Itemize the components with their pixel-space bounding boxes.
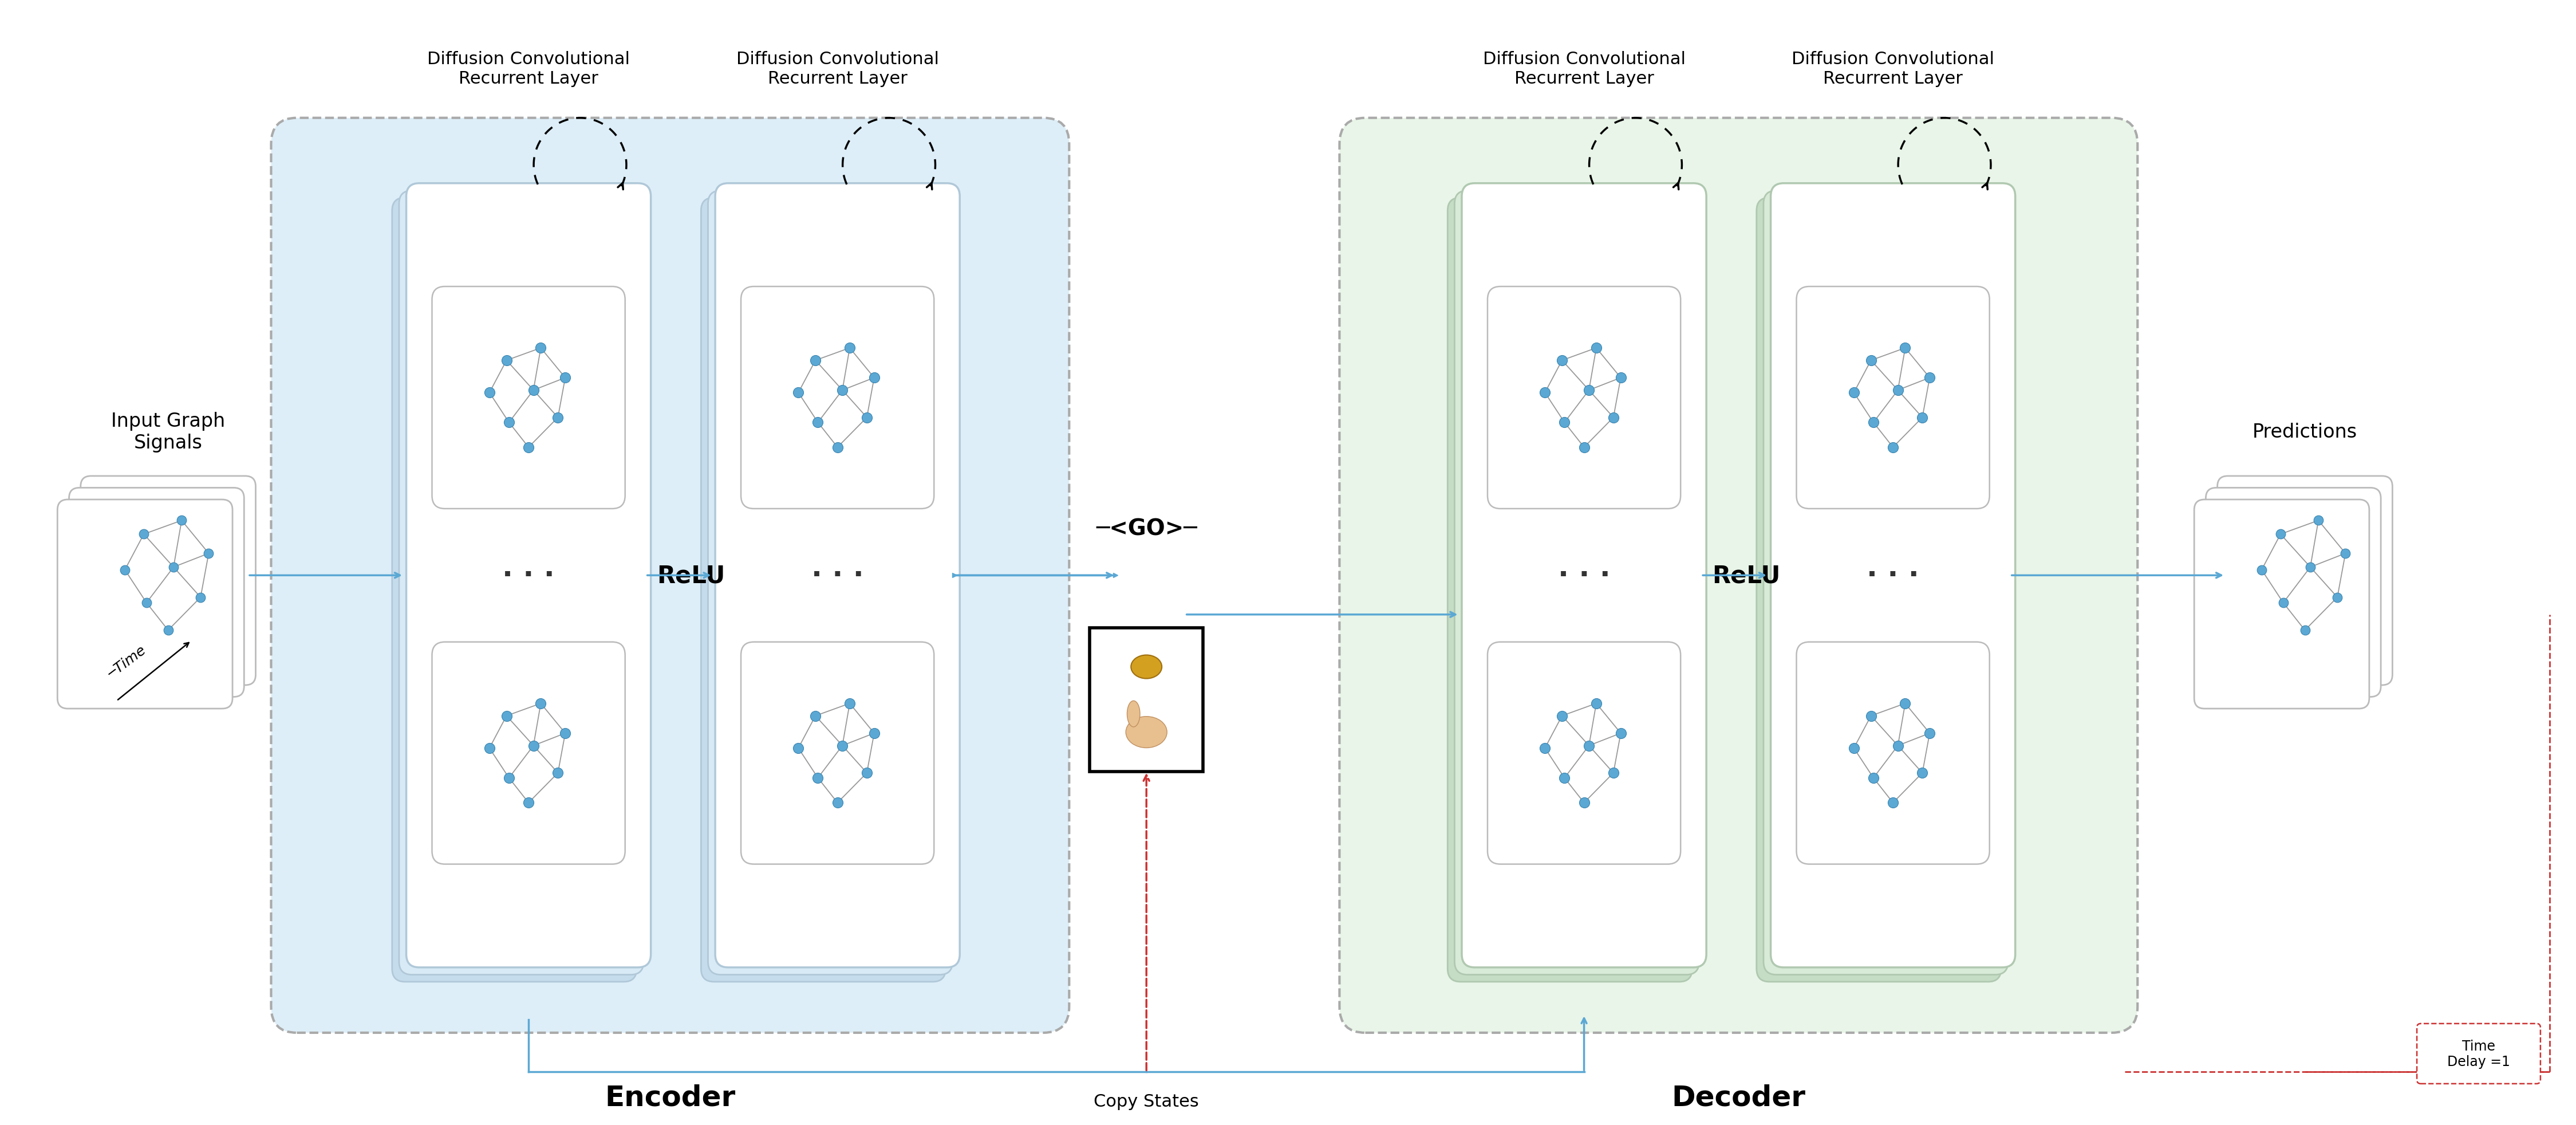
- FancyBboxPatch shape: [2416, 1024, 2540, 1083]
- Ellipse shape: [1128, 701, 1141, 727]
- FancyBboxPatch shape: [1795, 642, 1989, 864]
- FancyBboxPatch shape: [433, 642, 626, 864]
- Text: ReLU: ReLU: [657, 564, 724, 587]
- Ellipse shape: [1126, 717, 1167, 748]
- FancyBboxPatch shape: [1461, 183, 1705, 967]
- Ellipse shape: [1131, 655, 1162, 678]
- FancyBboxPatch shape: [1455, 191, 1700, 974]
- Text: Diffusion Convolutional
Recurrent Layer: Diffusion Convolutional Recurrent Layer: [1484, 51, 1685, 87]
- Text: Input Graph
Signals: Input Graph Signals: [111, 412, 224, 452]
- Text: Copy States: Copy States: [1095, 1092, 1198, 1109]
- FancyBboxPatch shape: [1486, 287, 1680, 508]
- Text: Diffusion Convolutional
Recurrent Layer: Diffusion Convolutional Recurrent Layer: [1793, 51, 1994, 87]
- FancyBboxPatch shape: [1090, 628, 1203, 772]
- FancyBboxPatch shape: [742, 642, 935, 864]
- Text: · · ·: · · ·: [502, 561, 554, 589]
- FancyBboxPatch shape: [1486, 642, 1680, 864]
- Text: · · ·: · · ·: [811, 561, 863, 589]
- Text: · · ·: · · ·: [1868, 561, 1919, 589]
- FancyBboxPatch shape: [70, 488, 245, 697]
- Text: Encoder: Encoder: [605, 1083, 737, 1112]
- FancyBboxPatch shape: [2195, 499, 2370, 709]
- FancyBboxPatch shape: [407, 183, 652, 967]
- Text: ─<GO>─: ─<GO>─: [1095, 518, 1198, 539]
- Text: ReLU: ReLU: [1713, 564, 1780, 587]
- Text: Predictions: Predictions: [2251, 422, 2357, 441]
- FancyBboxPatch shape: [1795, 287, 1989, 508]
- FancyBboxPatch shape: [1757, 198, 2002, 982]
- Text: · · ·: · · ·: [1558, 561, 1610, 589]
- FancyBboxPatch shape: [399, 191, 644, 974]
- Text: ─Time: ─Time: [106, 643, 149, 681]
- FancyBboxPatch shape: [742, 287, 935, 508]
- Text: Time
Delay =1: Time Delay =1: [2447, 1038, 2509, 1069]
- FancyBboxPatch shape: [1340, 118, 2138, 1033]
- FancyBboxPatch shape: [57, 499, 232, 709]
- Text: Diffusion Convolutional
Recurrent Layer: Diffusion Convolutional Recurrent Layer: [428, 51, 631, 87]
- FancyBboxPatch shape: [708, 191, 953, 974]
- Text: Diffusion Convolutional
Recurrent Layer: Diffusion Convolutional Recurrent Layer: [737, 51, 938, 87]
- FancyBboxPatch shape: [2218, 476, 2393, 685]
- FancyBboxPatch shape: [1770, 183, 2014, 967]
- FancyBboxPatch shape: [1448, 198, 1692, 982]
- FancyBboxPatch shape: [80, 476, 255, 685]
- FancyBboxPatch shape: [392, 198, 636, 982]
- Text: Decoder: Decoder: [1672, 1083, 1806, 1112]
- FancyBboxPatch shape: [701, 198, 945, 982]
- FancyBboxPatch shape: [433, 287, 626, 508]
- FancyBboxPatch shape: [270, 118, 1069, 1033]
- FancyBboxPatch shape: [716, 183, 961, 967]
- FancyBboxPatch shape: [2205, 488, 2380, 697]
- FancyBboxPatch shape: [1765, 191, 2009, 974]
